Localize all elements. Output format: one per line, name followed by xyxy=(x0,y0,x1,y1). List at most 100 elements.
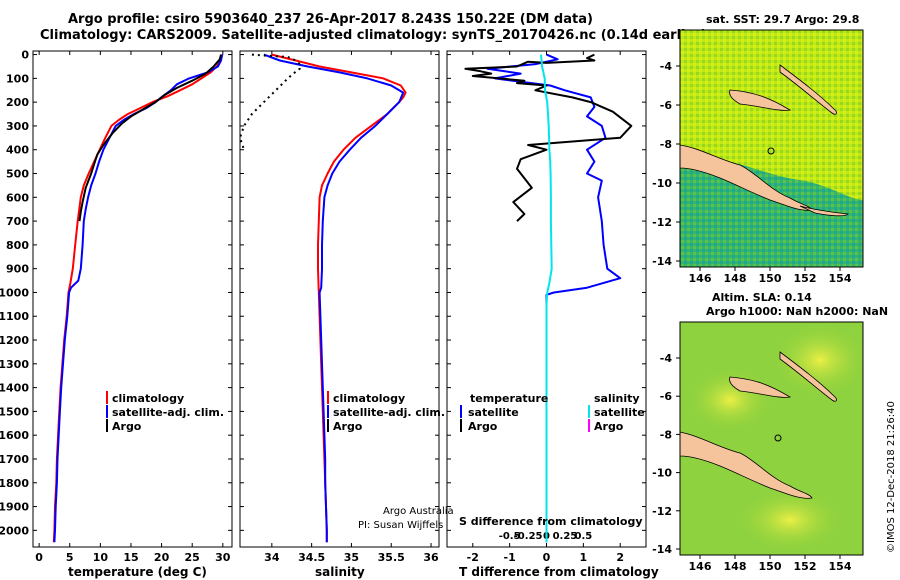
map-y-tick-label: -6 xyxy=(660,99,673,112)
depth-tick-label: 0 xyxy=(21,49,29,62)
temperature-plot: 0 5 10 15 20 25 30 xyxy=(33,51,232,564)
depth-tick-label: 500 xyxy=(6,168,29,181)
series-line-climatology xyxy=(52,54,223,543)
x-tick-label: 30 xyxy=(215,551,231,564)
series-line-t-argo xyxy=(464,53,633,222)
depth-tick-label: 300 xyxy=(6,120,29,133)
series-line-argo xyxy=(239,53,301,151)
depth-tick-label: 1500 xyxy=(0,405,29,418)
map-y-tick-label: -6 xyxy=(660,390,673,403)
x-tick-label: 1 xyxy=(580,551,588,564)
legend-label-climatology: climatology xyxy=(333,392,405,405)
map-y-tick-label: -14 xyxy=(652,255,672,268)
map-y-tick-label: -8 xyxy=(660,138,672,151)
salinity-panel-frame xyxy=(239,50,440,548)
x-tick-label: 34.5 xyxy=(298,551,325,564)
sla-map xyxy=(679,321,865,556)
map-y-tick-label: -8 xyxy=(660,428,672,441)
map-x-tick-label: 148 xyxy=(724,272,747,285)
sst-map xyxy=(679,29,864,268)
depth-tick-label: 2000 xyxy=(0,524,29,537)
t-difference-xlabel: T difference from climatology xyxy=(459,565,659,579)
temperature-legend: climatology satellite-adj. clim. Argo xyxy=(106,391,224,433)
legend-label-satellite: satellite-adj. clim. xyxy=(112,406,224,419)
depth-tick-label: 100 xyxy=(6,72,29,85)
x-tick-label: 34 xyxy=(264,551,280,564)
depth-tick-label: 1200 xyxy=(0,334,29,347)
map-y-tick-label: -10 xyxy=(652,177,672,190)
depth-tick-label: 800 xyxy=(6,239,29,252)
sla-map-title-1: Altim. SLA: 0.14 xyxy=(712,291,812,304)
s-diff-tick-label: -0.5 xyxy=(499,531,521,542)
x-tick-label: 25 xyxy=(185,551,200,564)
x-tick-label: 10 xyxy=(93,551,109,564)
sla-map-new-guinea-land xyxy=(679,431,813,499)
map-y-tick-label: -4 xyxy=(660,60,673,73)
map-axes: 146 148 150 152 154 -4 -6 -8 -10 -12 -14 146 148 150 1… xyxy=(652,60,852,573)
legend-label-satellite: satellite-adj. clim. xyxy=(333,406,445,419)
map-x-tick-label: 146 xyxy=(689,560,712,573)
series-line-s-satellite xyxy=(540,54,553,543)
temperature-xlabel: temperature (deg C) xyxy=(68,565,207,579)
x-tick-label: 2 xyxy=(616,551,624,564)
depth-tick-label: 1800 xyxy=(0,477,29,490)
credit-argo: Argo Australia xyxy=(383,506,454,517)
map-x-tick-label: 152 xyxy=(794,272,817,285)
depth-tick-label: 1900 xyxy=(0,501,29,514)
legend-label-argo: Argo xyxy=(112,420,142,433)
depth-axis: 0 100 200 300 400 500 600 700 800 900 1000 1100 1200… xyxy=(0,49,29,538)
legend-label-climatology: climatology xyxy=(112,392,184,405)
map-x-tick-label: 150 xyxy=(759,560,782,573)
sla-high-anomaly-3 xyxy=(740,490,840,550)
sla-map-argo-marker xyxy=(774,434,782,442)
x-tick-label: 15 xyxy=(123,551,138,564)
sst-map-new-ireland-land xyxy=(779,64,837,115)
x-tick-label: 20 xyxy=(154,551,170,564)
s-diff-tick-label: 0.5 xyxy=(574,531,592,542)
differences-legend: temperature satellite Argo salinity sate… xyxy=(460,392,645,433)
map-x-tick-label: 146 xyxy=(689,272,712,285)
differences-plot: -2 -1 0 1 2-0.5-0.25 0 0.250.5 xyxy=(447,51,646,564)
sst-warm-pool-region xyxy=(680,157,863,267)
depth-tick-label: 1600 xyxy=(0,429,29,442)
sst-map-frame xyxy=(679,29,864,268)
depth-tick-label: 700 xyxy=(6,215,29,228)
map-y-tick-label: -12 xyxy=(652,216,672,229)
sla-map-title-2: Argo h1000: NaN h2000: NaN xyxy=(706,305,889,318)
x-tick-label: 5 xyxy=(66,551,74,564)
depth-tick-label: 600 xyxy=(6,191,29,204)
sst-map-argo-marker xyxy=(767,147,775,155)
salinity-plot: 34 34.5 35 35.5 36 xyxy=(239,51,439,564)
header-line-2: Climatology: CARS2009. Satellite-adjuste… xyxy=(40,28,707,43)
map-x-tick-label: 152 xyxy=(794,560,817,573)
depth-tick-label: 1100 xyxy=(0,310,29,323)
series-line-satellite-adj-clim xyxy=(53,54,224,543)
sst-map-new-britain-land xyxy=(729,89,792,111)
map-y-tick-label: -12 xyxy=(652,505,672,518)
depth-tick-label: 400 xyxy=(6,144,29,157)
series-line-t-satellite xyxy=(486,53,622,543)
sst-map-papuan-islands xyxy=(799,205,849,217)
s-diff-tick-label: -0.25 xyxy=(514,531,543,542)
legend-label-s-satellite: satellite xyxy=(594,406,645,419)
legend-label-s-argo: Argo xyxy=(594,420,624,433)
map-x-tick-label: 148 xyxy=(724,560,747,573)
legend-label-argo: Argo xyxy=(333,420,363,433)
temperature-panel-frame xyxy=(32,50,233,548)
sla-map-frame xyxy=(679,321,864,556)
depth-tick-label: 1400 xyxy=(0,382,29,395)
map-x-tick-label: 150 xyxy=(759,272,782,285)
x-tick-label: -2 xyxy=(467,551,479,564)
map-x-tick-label: 154 xyxy=(829,272,852,285)
credit-pi: PI: Susan Wijffels xyxy=(358,520,444,531)
legend-title-temperature: temperature xyxy=(470,392,548,405)
depth-tick-label: 1300 xyxy=(0,358,29,371)
x-tick-label: 35 xyxy=(344,551,359,564)
series-line-argo xyxy=(78,54,222,222)
salinity-xlabel: salinity xyxy=(315,565,365,579)
map-y-tick-label: -14 xyxy=(652,543,672,556)
depth-tick-label: 1000 xyxy=(0,286,29,299)
series-line-climatology xyxy=(271,53,407,543)
sla-map-new-ireland-land xyxy=(779,351,837,402)
legend-title-salinity: salinity xyxy=(594,392,640,405)
